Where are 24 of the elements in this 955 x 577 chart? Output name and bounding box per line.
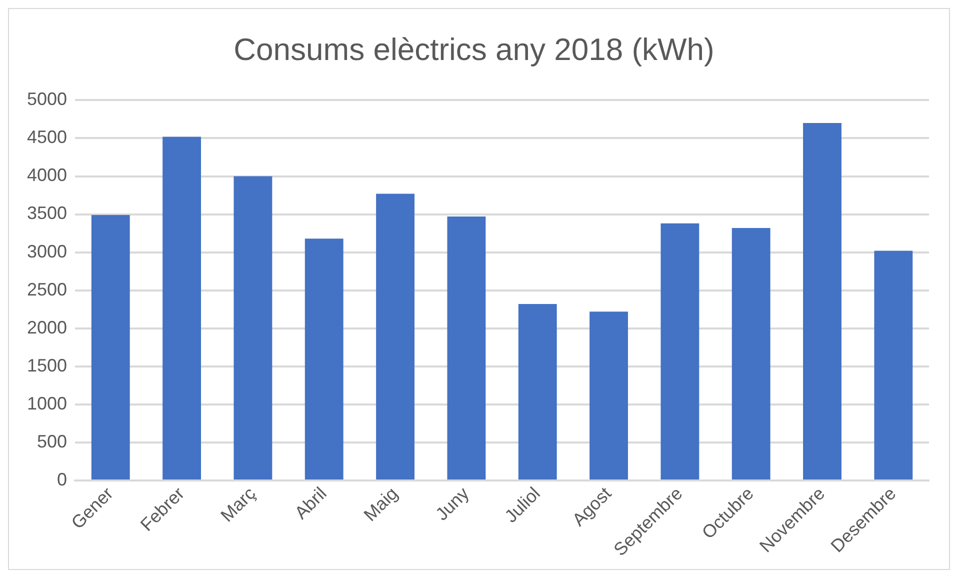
chart-title: Consums elèctrics any 2018 (kWh) — [234, 32, 714, 68]
bar — [874, 250, 913, 480]
bar — [376, 194, 414, 480]
y-tick-label: 5000 — [26, 89, 68, 110]
y-tick-label: 500 — [36, 431, 68, 452]
y-tick-label: 1500 — [26, 355, 68, 376]
bar — [660, 223, 700, 480]
bar — [162, 136, 201, 480]
bar — [590, 312, 628, 480]
y-tick-label: 3500 — [26, 203, 68, 224]
bar — [304, 238, 344, 480]
bar — [803, 123, 842, 480]
bar — [234, 176, 272, 480]
y-tick-label: 2500 — [26, 279, 68, 300]
bar — [518, 304, 557, 480]
y-tick-label: 1000 — [26, 393, 68, 414]
bar — [447, 216, 486, 480]
y-tick-label: 0 — [57, 469, 68, 490]
y-tick-label: 2000 — [26, 317, 68, 338]
bar — [732, 228, 770, 480]
y-tick-label: 4500 — [26, 127, 68, 148]
bar — [91, 215, 130, 480]
y-tick-label: 3000 — [26, 241, 68, 262]
y-tick-label: 4000 — [26, 165, 68, 186]
